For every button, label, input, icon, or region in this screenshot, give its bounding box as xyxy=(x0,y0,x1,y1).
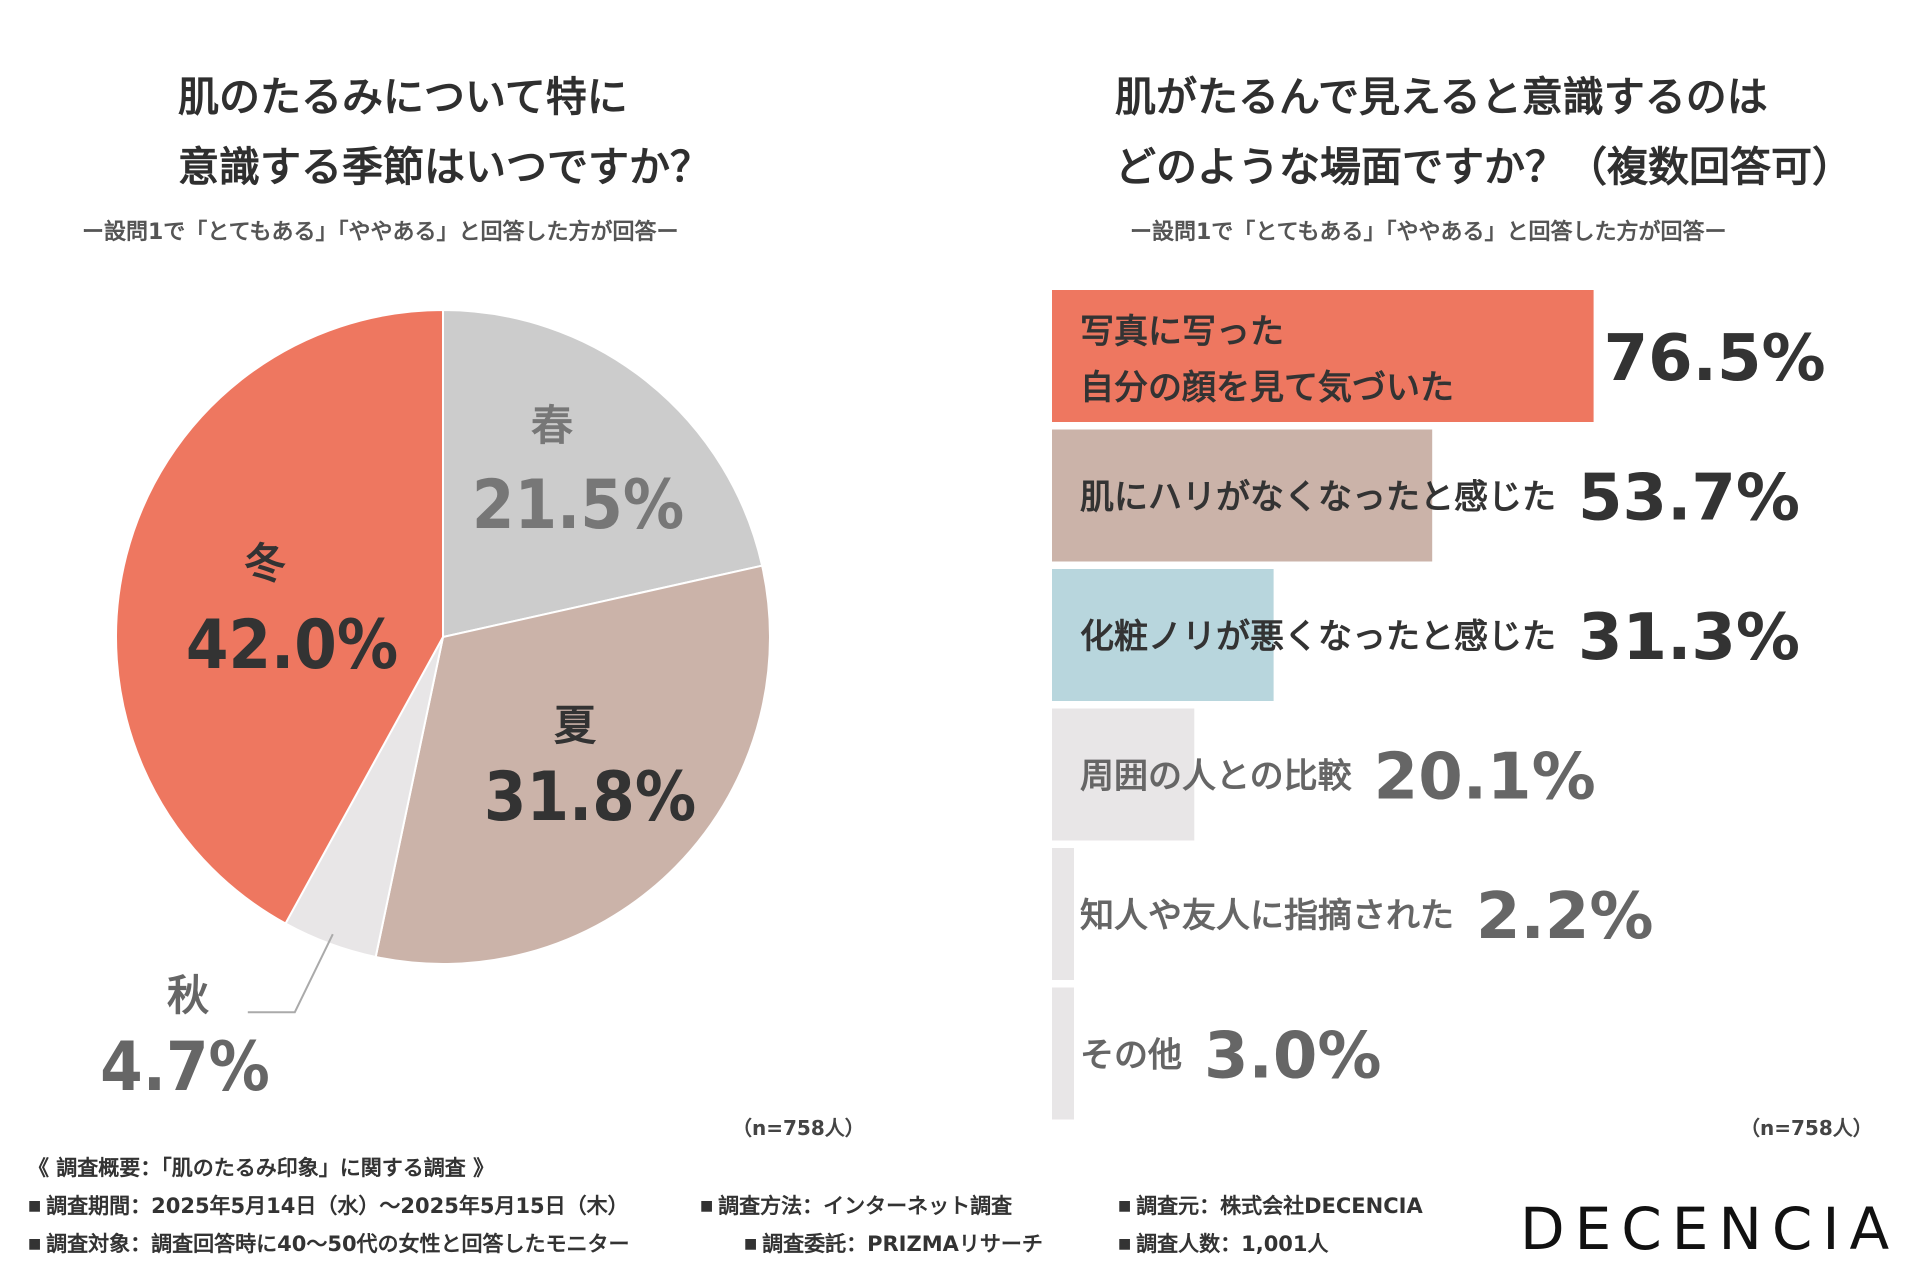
bar-value-5: 2.2% xyxy=(1476,880,1654,954)
bar-2 xyxy=(1052,429,1433,562)
bar-label-2: 肌にハリがなくなったと感じた xyxy=(1080,478,1556,518)
bar-3 xyxy=(1052,569,1274,701)
bar-value-2: 53.7% xyxy=(1578,462,1800,536)
pie-slice-label-1: 春 xyxy=(531,401,573,450)
pie-slice-value-4: 42.0% xyxy=(186,606,398,685)
survey-method: 調査方法：インターネット調査 xyxy=(700,1190,1012,1220)
bar-label-line: 化粧ノリが悪くなったと感じた xyxy=(1080,617,1556,657)
bar-4 xyxy=(1052,708,1195,841)
pie-slice-value-3: 4.7% xyxy=(100,1028,270,1107)
left-chart-title-line2: 意識する季節はいつですか？ xyxy=(178,143,711,191)
survey-period: 調査期間：2025年5月14日（水）〜2025年5月15日（木） xyxy=(28,1190,629,1220)
decencia-logo: DECENCIA xyxy=(1520,1195,1900,1263)
bar-label-1: 写真に写った自分の顔を見て気づいた xyxy=(1080,312,1454,408)
right-chart-title-line2: どのような場面ですか？（複数回答可） xyxy=(1115,143,1853,191)
bar-value-4: 20.1% xyxy=(1374,741,1596,815)
bar-label-line: 写真に写った xyxy=(1080,312,1284,352)
survey-target: 調査対象：調査回答時に40〜50代の女性と回答したモニター xyxy=(28,1228,629,1258)
right-chart-title-line1: 肌がたるんで見えると意識するのは xyxy=(1115,73,1768,121)
bar-label-6: その他 xyxy=(1080,1036,1182,1076)
pie-chart xyxy=(115,308,771,965)
survey-summary: 《 調査概要：「肌のたるみ印象」に関する調査 》 調査期間：2025年5月14日… xyxy=(28,1152,1508,1262)
right-chart-sample-size: （n=758人） xyxy=(1740,1116,1873,1140)
pie-slice-1 xyxy=(442,308,764,639)
bar-value-1: 76.5% xyxy=(1604,322,1826,396)
bar-label-line: 肌にハリがなくなったと感じた xyxy=(1080,478,1556,518)
pie-labels: 春 21.5% 夏 31.8% 秋 4.7% 冬 42.0% xyxy=(100,401,696,1107)
pie-slice-value-2: 31.8% xyxy=(484,758,696,837)
bar-label-4: 周囲の人との比較 xyxy=(1080,757,1353,797)
bar-value-3: 31.3% xyxy=(1578,601,1800,675)
bar-label-line: 周囲の人との比較 xyxy=(1080,757,1353,797)
bar-value-6: 3.0% xyxy=(1204,1020,1382,1094)
left-chart-title-line1: 肌のたるみについて特に xyxy=(178,73,628,121)
pie-slice-label-2: 夏 xyxy=(554,701,597,750)
bar-6 xyxy=(1052,987,1074,1120)
bar-chart: 写真に写った自分の顔を見て気づいた 76.5% 肌にハリがなくなったと感じた 53.7… xyxy=(1052,290,1826,1120)
left-chart-subtitle: ー設問1で「とてもある」「ややある」と回答した方が回答ー xyxy=(82,220,679,245)
pie-slice-label-3: 秋 xyxy=(167,971,209,1020)
pie-slice-2 xyxy=(374,564,771,965)
right-chart-subtitle: ー設問1で「とてもある」「ややある」と回答した方が回答ー xyxy=(1130,220,1727,245)
bar-label-line: 自分の顔を見て気づいた xyxy=(1080,368,1454,408)
bar-label-line: その他 xyxy=(1080,1036,1182,1076)
pie-leader-line xyxy=(247,933,334,1014)
bar-label-3: 化粧ノリが悪くなったと感じた xyxy=(1080,617,1556,657)
bar-1 xyxy=(1052,290,1594,422)
pie-slice-value-1: 21.5% xyxy=(472,466,684,545)
left-chart-sample-size: （n=758人） xyxy=(732,1116,865,1140)
survey-source: 調査元：株式会社DECENCIA xyxy=(1118,1190,1423,1220)
pie-slice-4 xyxy=(115,308,444,925)
bar-label-line: 知人や友人に指摘された xyxy=(1080,896,1454,936)
survey-commission: 調査委託：PRIZMAリサーチ xyxy=(744,1228,1043,1258)
survey-summary-heading: 《 調査概要：「肌のたるみ印象」に関する調査 》 xyxy=(28,1156,495,1180)
survey-count: 調査人数：1,001人 xyxy=(1118,1228,1328,1258)
bar-label-5: 知人や友人に指摘された xyxy=(1080,896,1454,936)
pie-slice-label-4: 冬 xyxy=(244,539,286,588)
bar-5 xyxy=(1052,848,1074,980)
